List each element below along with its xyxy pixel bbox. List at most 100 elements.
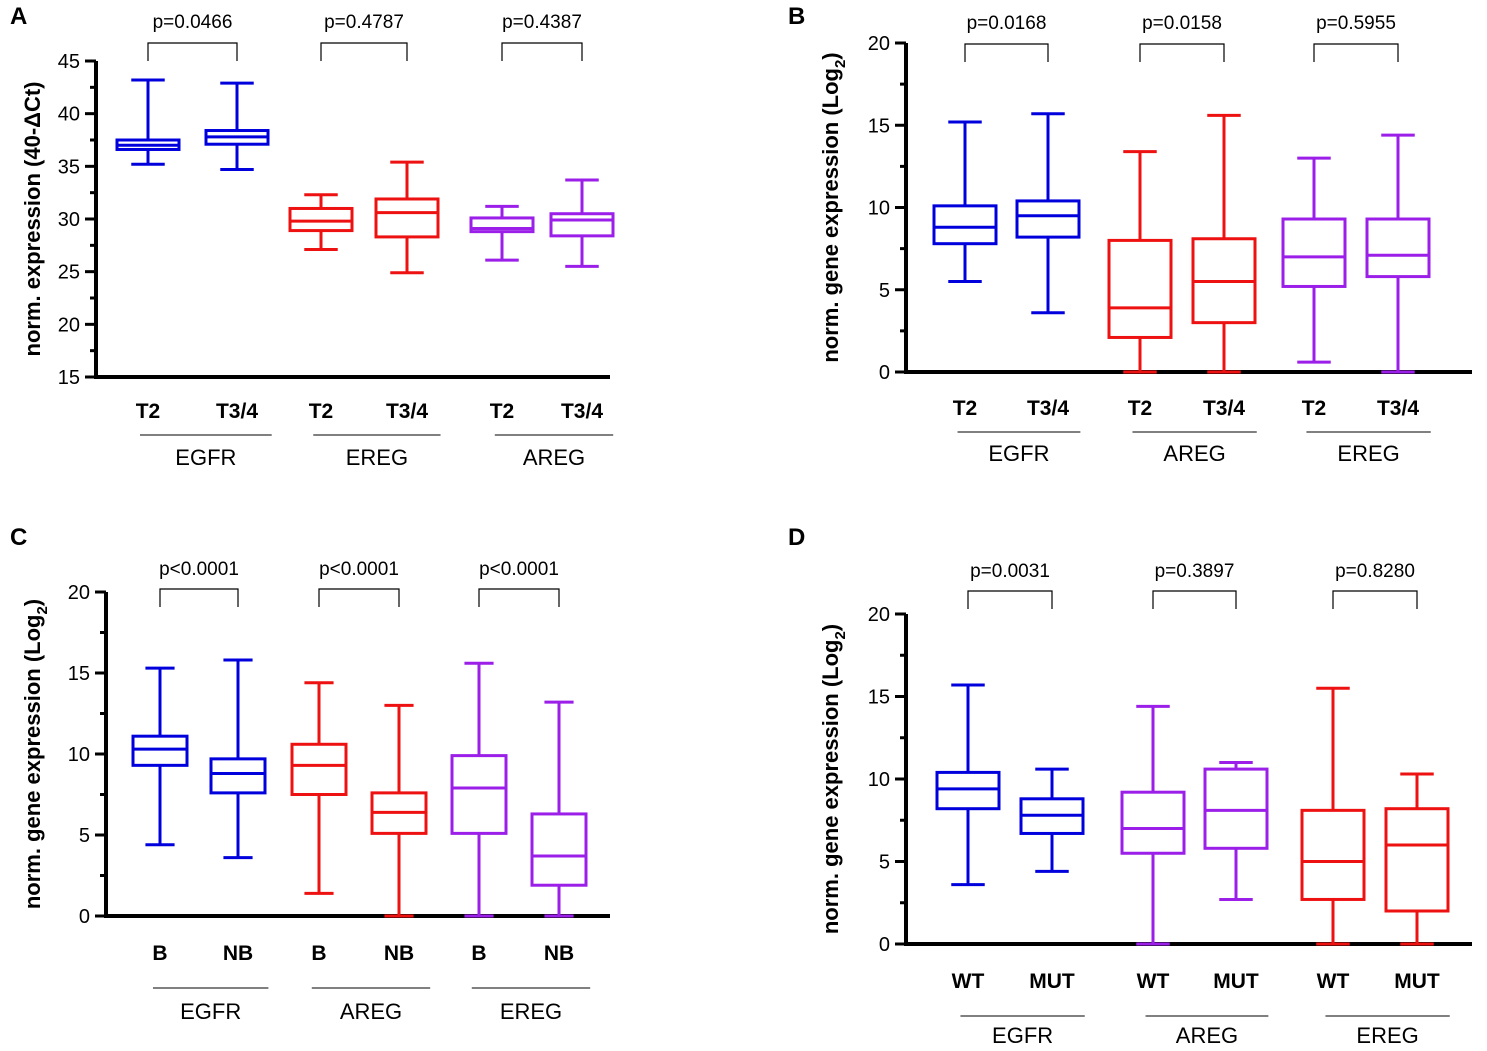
y-tick-label: 5	[79, 825, 90, 847]
y-axis-label: norm. gene expression (Log2)	[818, 624, 849, 934]
p-value-label: p=0.4387	[502, 12, 582, 33]
y-axis-label-subscript: 2	[34, 606, 51, 614]
significance-bracket	[1332, 590, 1418, 609]
box-iqr	[288, 206, 354, 233]
category-label: NB	[384, 942, 414, 965]
y-axis-label: norm. expression (40-ΔCt)	[20, 82, 45, 357]
p-value-label: p<0.0001	[479, 559, 559, 580]
category-label: WT	[1317, 970, 1350, 993]
group-label: EREG	[1356, 1023, 1418, 1048]
y-axis-label-text: norm. expression (40-ΔCt)	[20, 82, 45, 357]
y-axis-label-text: norm. gene expression (Log	[20, 615, 45, 910]
box-iqr	[1300, 808, 1366, 901]
box-egfr-mut	[1019, 767, 1085, 873]
group-areg: T2 T3/4 AREG p=0.4387	[469, 12, 615, 470]
group-ereg: T2 T3/4 EREG p=0.5955	[1281, 13, 1431, 466]
category-label: T2	[309, 400, 334, 423]
box-egfr-t2	[932, 120, 998, 284]
group-ereg: T2 T3/4 EREG p=0.4787	[288, 12, 441, 470]
category-label: WT	[952, 970, 985, 993]
group-areg: WT MUT AREG p=0.3897	[1120, 561, 1269, 1048]
category-label: WT	[1137, 970, 1170, 993]
box-areg-nb	[370, 703, 428, 918]
group-label: EREG	[1337, 441, 1399, 466]
group-egfr: WT MUT EGFR p=0.0031	[935, 561, 1085, 1048]
box-iqr	[450, 754, 508, 835]
group-label: EGFR	[992, 1023, 1053, 1048]
y-axis-label-text: norm. gene expression (Log	[818, 640, 843, 935]
y-tick-label: 25	[58, 262, 80, 284]
box-iqr	[530, 812, 588, 887]
p-value-label: p=0.0466	[153, 12, 233, 33]
y-tick-label: 0	[79, 906, 90, 928]
significance-bracket	[1152, 590, 1237, 609]
box-egfr-t3-4	[1015, 112, 1081, 315]
box-iqr	[131, 734, 189, 767]
y-axis-label-close: )	[818, 624, 843, 631]
box-areg-b	[290, 681, 348, 895]
panel-letter: B	[788, 3, 805, 30]
box-ereg-t3-4	[374, 160, 440, 275]
box-ereg-t3-4	[1365, 133, 1431, 374]
p-value-label: p=0.3897	[1155, 561, 1235, 582]
box-iqr	[290, 742, 348, 797]
group-label: AREG	[1163, 441, 1225, 466]
group-label: EGFR	[180, 999, 241, 1024]
category-label: T2	[136, 400, 161, 423]
y-axis-label-text: norm. gene expression (Log	[818, 68, 843, 363]
y-tick-label: 15	[58, 367, 80, 389]
y-tick-label: 0	[879, 362, 890, 384]
category-label: T2	[1128, 397, 1153, 420]
p-value-label: p=0.0168	[967, 13, 1047, 34]
y-tick-label: 30	[58, 209, 80, 231]
category-label: B	[152, 942, 167, 965]
y-tick-label: 35	[58, 156, 80, 178]
y-axis-label-subscript: 2	[832, 60, 849, 68]
y-tick-label: 20	[58, 314, 80, 336]
y-tick-label: 15	[868, 115, 890, 137]
p-value-label: p<0.0001	[159, 559, 239, 580]
significance-bracket	[501, 42, 583, 61]
group-areg: T2 T3/4 AREG p=0.0158	[1107, 13, 1257, 466]
box-egfr-b	[131, 666, 189, 847]
box-egfr-t2	[115, 78, 181, 166]
y-tick-label: 45	[58, 51, 80, 73]
y-tick-label: 15	[68, 663, 90, 685]
significance-bracket	[964, 43, 1049, 62]
group-egfr: T2 T3/4 EGFR p=0.0466	[115, 12, 272, 470]
y-tick-label: 20	[68, 582, 90, 604]
box-iqr	[932, 204, 998, 246]
panel-letter: C	[10, 524, 27, 551]
significance-bracket	[318, 588, 400, 607]
group-egfr: B NB EGFR p<0.0001	[131, 559, 269, 1024]
category-label: T3/4	[1203, 397, 1245, 420]
y-tick-label: 5	[879, 280, 890, 302]
box-ereg-nb	[530, 700, 588, 918]
box-ereg-t2	[1281, 156, 1347, 364]
category-label: T3/4	[386, 400, 428, 423]
p-value-label: p=0.8280	[1335, 561, 1415, 582]
category-label: T3/4	[561, 400, 603, 423]
panel-d: D 0 5 10 15 20 norm. gene expression (Log2) WT M…	[788, 524, 1472, 1048]
box-iqr	[1203, 767, 1269, 850]
box-iqr	[374, 197, 440, 239]
category-label: T3/4	[1377, 397, 1419, 420]
panel-letter: A	[10, 3, 27, 30]
box-areg-t3-4	[549, 178, 615, 268]
group-label: AREG	[1176, 1023, 1238, 1048]
group-label: EGFR	[175, 445, 236, 470]
y-tick-label: 10	[68, 744, 90, 766]
box-iqr	[1281, 217, 1347, 288]
y-tick-label: 10	[868, 769, 890, 791]
box-iqr	[935, 770, 1001, 811]
box-iqr	[549, 212, 615, 238]
significance-bracket	[159, 588, 239, 607]
significance-bracket	[478, 588, 560, 607]
y-axis-label: norm. gene expression (Log2)	[818, 52, 849, 362]
category-label: NB	[544, 942, 574, 965]
y-axis-label-close: )	[20, 599, 45, 606]
box-areg-t2	[1107, 150, 1173, 374]
p-value-label: p=0.0158	[1142, 13, 1222, 34]
category-label: B	[471, 942, 486, 965]
y-tick-label: 0	[879, 934, 890, 956]
